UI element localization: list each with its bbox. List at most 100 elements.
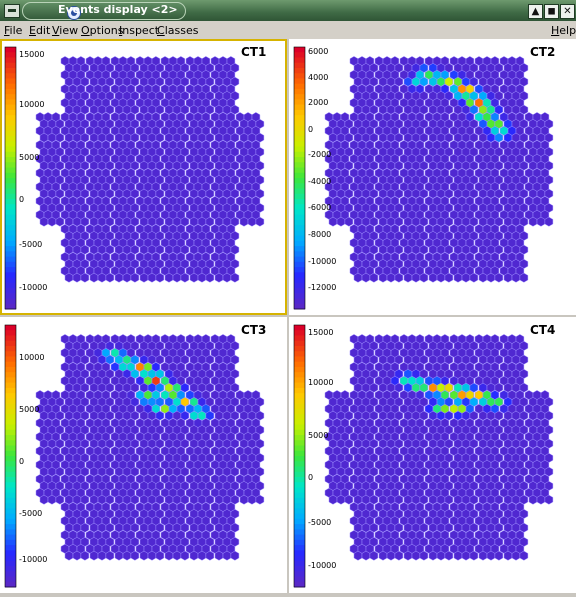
camera-pixel: [105, 216, 115, 227]
camera-pixel: [444, 410, 454, 421]
camera-display-ct4[interactable]: [289, 317, 576, 593]
camera-pixel: [369, 160, 379, 171]
palette-cell: [5, 130, 16, 137]
camera-pixel: [172, 550, 182, 561]
palette-cell: [294, 235, 305, 242]
window-title: Events display <2>: [58, 3, 178, 16]
camera-pixels[interactable]: [35, 334, 265, 561]
pad-ct3[interactable]: CT3 10000 5000 0 -5000 -10000: [0, 317, 287, 593]
palette-cell: [5, 225, 16, 231]
camera-pixel: [444, 160, 454, 171]
camera-pixel: [147, 550, 157, 561]
camera-pixel: [336, 494, 346, 505]
palette-cell: [294, 335, 305, 342]
camera-pixel: [444, 132, 454, 143]
camera-pixel: [180, 76, 190, 87]
close-button[interactable]: ✕: [560, 4, 575, 19]
camera-pixels[interactable]: [35, 56, 265, 283]
camera-pixel: [328, 216, 338, 227]
shade-button[interactable]: ▲: [528, 4, 543, 19]
palette-cell: [5, 581, 16, 588]
camera-display-ct2[interactable]: [289, 39, 576, 315]
palette-cell: [294, 83, 305, 90]
camera-pixel: [344, 494, 354, 505]
menu-classes[interactable]: Classes: [157, 24, 199, 37]
camera-pixel: [130, 438, 140, 449]
palette-cell: [5, 99, 16, 106]
camera-pixels[interactable]: [324, 56, 554, 283]
camera-pixel: [205, 354, 215, 365]
palette-bar[interactable]: [4, 324, 17, 588]
camera-pixel: [394, 438, 404, 449]
palette-cell: [294, 109, 305, 116]
menu-bar: File Edit View Options Inspect Classes H…: [0, 21, 576, 40]
palette-cell: [5, 492, 16, 499]
window-titlebar[interactable]: Events display <2> ▲ ◼ ✕: [0, 0, 576, 22]
camera-pixel: [328, 494, 338, 505]
camera-pixel: [130, 272, 140, 283]
palette-cell: [5, 183, 16, 189]
camera-pixel: [155, 410, 165, 421]
palette-bar[interactable]: [4, 46, 17, 310]
pad-ct1[interactable]: CT1 15000 10000 5000 0 -5000 -10000: [0, 39, 287, 315]
camera-pixel: [344, 216, 354, 227]
camera-pixel: [180, 272, 190, 283]
palette-cell: [294, 513, 305, 520]
palette-bar[interactable]: [293, 46, 306, 310]
camera-pixels[interactable]: [324, 334, 554, 561]
palette-cell: [294, 198, 305, 205]
palette-cell: [294, 188, 305, 195]
palette-cell: [294, 162, 305, 169]
camera-pixel: [80, 104, 90, 115]
palette-cell: [5, 288, 16, 294]
camera-pixel: [205, 160, 215, 171]
camera-pixel: [155, 272, 165, 283]
camera-pixel: [130, 494, 140, 505]
palette-cell: [294, 62, 305, 69]
menu-view[interactable]: View: [52, 24, 79, 37]
menu-file[interactable]: File: [4, 24, 23, 37]
pad-ct2[interactable]: CT2 6000 4000 2000 0 -2000 -4000 -6000 -8000 -10…: [289, 39, 576, 315]
camera-pixel: [419, 354, 429, 365]
palette-cell: [294, 225, 305, 231]
palette-tick-label: -8000: [308, 230, 332, 239]
camera-pixel: [469, 494, 479, 505]
pad-title-ct4: CT4: [530, 323, 556, 337]
camera-pixel: [544, 494, 554, 505]
palette-tick-label: 10000: [19, 353, 45, 362]
palette-bar[interactable]: [293, 324, 306, 588]
window-menu-button[interactable]: [4, 4, 20, 18]
camera-pixel: [394, 160, 404, 171]
camera-pixel: [369, 76, 379, 87]
palette-cell: [294, 539, 305, 546]
camera-pixel: [155, 438, 165, 449]
camera-pixel: [80, 216, 90, 227]
camera-pixel: [469, 216, 479, 227]
camera-pixel: [180, 104, 190, 115]
camera-display-ct3[interactable]: [0, 317, 287, 593]
camera-pixel: [47, 494, 57, 505]
camera-pixel: [378, 272, 388, 283]
palette-cell: [294, 450, 305, 457]
camera-pixel: [411, 550, 421, 561]
menu-help[interactable]: Help: [551, 24, 576, 37]
camera-pixel: [180, 188, 190, 199]
palette-cell: [294, 356, 305, 363]
menu-inspect[interactable]: Inspect: [119, 24, 160, 37]
palette-cell: [294, 325, 305, 331]
camera-pixel: [80, 272, 90, 283]
palette-cell: [294, 560, 305, 567]
camera-pixel: [494, 216, 504, 227]
palette-tick-label: 10000: [19, 100, 45, 109]
camera-pixel: [353, 550, 363, 561]
camera-pixel: [180, 244, 190, 255]
camera-pixel: [411, 272, 421, 283]
pad-ct4[interactable]: CT4 15000 10000 5000 0 -5000 -10000: [289, 317, 576, 593]
camera-pixel: [130, 550, 140, 561]
palette-cell: [294, 115, 305, 121]
maximize-button[interactable]: ◼: [544, 4, 559, 19]
menu-edit[interactable]: Edit: [29, 24, 51, 37]
camera-pixel: [180, 160, 190, 171]
camera-display-ct1[interactable]: [0, 39, 287, 315]
menu-options[interactable]: Options: [81, 24, 124, 37]
